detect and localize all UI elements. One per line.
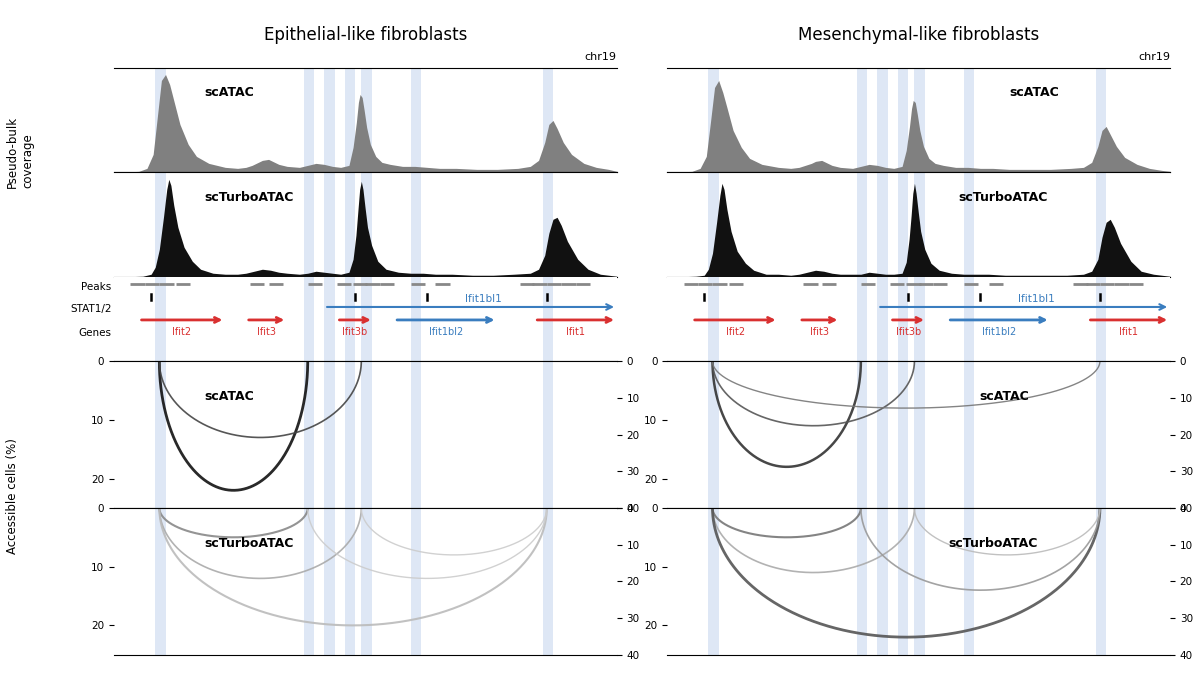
Bar (914, 172, 925, 277)
Bar (324, 172, 335, 277)
Bar (361, 68, 372, 172)
Text: Pseudo-bulk
coverage: Pseudo-bulk coverage (6, 116, 34, 188)
Bar (857, 68, 868, 172)
Bar (155, 172, 166, 277)
Text: scATAC: scATAC (979, 390, 1028, 404)
Bar (877, 68, 888, 172)
Text: scATAC: scATAC (204, 390, 254, 404)
Bar (361, 277, 372, 361)
Bar (914, 361, 925, 508)
Bar (324, 68, 335, 172)
Bar (877, 172, 888, 277)
Bar (542, 361, 553, 508)
Bar (344, 277, 355, 361)
Bar (304, 172, 314, 277)
Bar (410, 361, 421, 508)
Bar (1096, 172, 1106, 277)
Bar (542, 172, 553, 277)
Bar (898, 361, 908, 508)
Bar (857, 277, 868, 361)
Text: Ifit1bl1: Ifit1bl1 (1018, 294, 1055, 304)
Bar (1096, 277, 1106, 361)
Bar (304, 508, 314, 655)
Bar (344, 172, 355, 277)
Bar (898, 508, 908, 655)
Text: Ifit1bl2: Ifit1bl2 (428, 327, 463, 337)
Bar (1096, 68, 1106, 172)
Bar (344, 361, 355, 508)
Bar (898, 277, 908, 361)
Bar (964, 68, 974, 172)
Bar (964, 277, 974, 361)
Bar (155, 277, 166, 361)
Bar (857, 361, 868, 508)
Text: Accessible cells (%): Accessible cells (%) (6, 438, 19, 554)
Bar (964, 508, 974, 655)
Text: STAT1/2: STAT1/2 (70, 304, 112, 314)
Text: Ifit2: Ifit2 (726, 327, 745, 337)
Text: Genes: Genes (79, 327, 112, 338)
Bar (542, 68, 553, 172)
Bar (542, 277, 553, 361)
Text: scTurboATAC: scTurboATAC (204, 537, 294, 550)
Bar (877, 277, 888, 361)
Text: Ifit1bl1: Ifit1bl1 (464, 294, 502, 304)
Bar (708, 277, 719, 361)
Bar (708, 68, 719, 172)
Bar (964, 361, 974, 508)
Text: Mesenchymal-like fibroblasts: Mesenchymal-like fibroblasts (798, 26, 1039, 44)
Bar (324, 361, 335, 508)
Bar (304, 361, 314, 508)
Bar (410, 68, 421, 172)
Bar (304, 68, 314, 172)
Bar (914, 508, 925, 655)
Text: scTurboATAC: scTurboATAC (949, 537, 1038, 550)
Bar (324, 508, 335, 655)
Bar (361, 172, 372, 277)
Bar (1096, 508, 1106, 655)
Bar (410, 508, 421, 655)
Text: chr19: chr19 (1138, 53, 1170, 62)
Bar (344, 508, 355, 655)
Bar (898, 68, 908, 172)
Bar (542, 508, 553, 655)
Bar (304, 277, 314, 361)
Text: Ifit1: Ifit1 (1120, 327, 1139, 337)
Text: Ifit3b: Ifit3b (895, 327, 920, 337)
Bar (914, 68, 925, 172)
Bar (410, 172, 421, 277)
Text: Ifit3b: Ifit3b (342, 327, 367, 337)
Bar (914, 277, 925, 361)
Text: scATAC: scATAC (204, 86, 254, 99)
Bar (1096, 361, 1106, 508)
Bar (410, 277, 421, 361)
Bar (708, 508, 719, 655)
Bar (361, 361, 372, 508)
Bar (877, 508, 888, 655)
Bar (324, 277, 335, 361)
Text: Ifit1bl2: Ifit1bl2 (982, 327, 1016, 337)
Bar (155, 68, 166, 172)
Text: scTurboATAC: scTurboATAC (204, 191, 294, 205)
Text: scATAC: scATAC (1009, 86, 1058, 99)
Bar (877, 361, 888, 508)
Bar (708, 172, 719, 277)
Bar (857, 508, 868, 655)
Text: chr19: chr19 (584, 53, 617, 62)
Text: Ifit2: Ifit2 (173, 327, 192, 337)
Text: scTurboATAC: scTurboATAC (959, 191, 1048, 205)
Bar (964, 172, 974, 277)
Bar (344, 68, 355, 172)
Bar (361, 508, 372, 655)
Bar (708, 361, 719, 508)
Text: Ifit3: Ifit3 (257, 327, 276, 337)
Text: Ifit3: Ifit3 (810, 327, 829, 337)
Bar (155, 361, 166, 508)
Text: Ifit1: Ifit1 (566, 327, 586, 337)
Bar (857, 172, 868, 277)
Text: Epithelial-like fibroblasts: Epithelial-like fibroblasts (264, 26, 467, 44)
Text: Peaks: Peaks (82, 282, 112, 292)
Bar (898, 172, 908, 277)
Bar (155, 508, 166, 655)
